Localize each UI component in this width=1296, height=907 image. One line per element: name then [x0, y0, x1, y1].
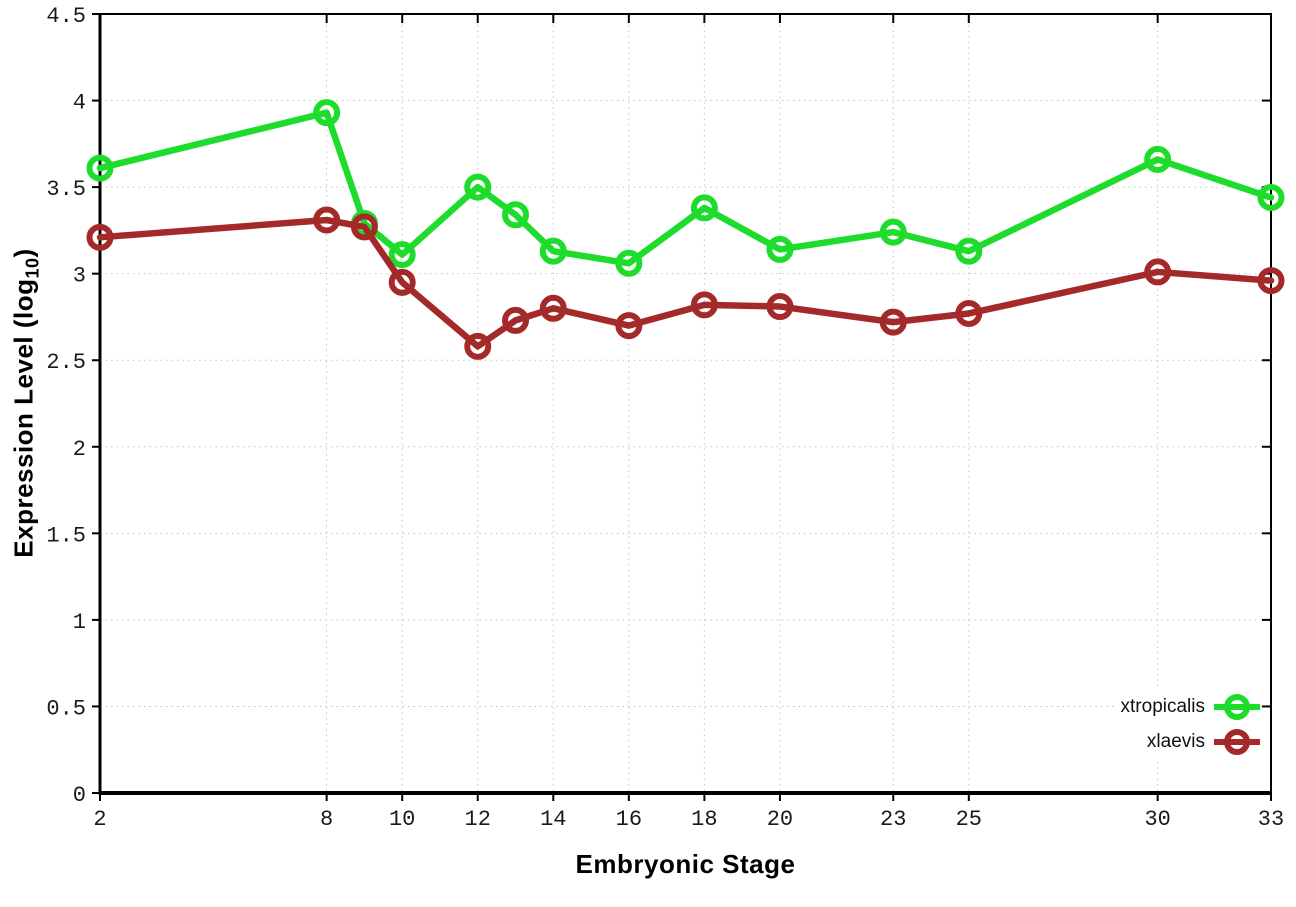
x-tick-label: 8 — [320, 807, 333, 832]
data-point-xlaevis-stage-13 — [502, 306, 530, 334]
data-point-xtropicalis-stage-18 — [690, 194, 718, 222]
x-tick-label: 30 — [1144, 807, 1170, 832]
data-point-xtropicalis-stage-2 — [86, 154, 114, 182]
legend: xtropicalis xlaevis — [1114, 689, 1260, 759]
data-point-xlaevis-stage-10 — [388, 268, 416, 296]
x-axis-title: Embryonic Stage — [575, 849, 796, 879]
x-tick-label: 14 — [540, 807, 566, 832]
data-point-xlaevis-stage-33 — [1257, 267, 1285, 295]
y-tick-label: 2.5 — [46, 350, 86, 375]
y-tick-label: 4.5 — [46, 4, 86, 29]
y-tick-label: 3 — [73, 264, 86, 289]
data-point-xlaevis-stage-30 — [1144, 258, 1172, 286]
data-point-xtropicalis-stage-13 — [502, 201, 530, 229]
data-point-xlaevis-stage-23 — [879, 308, 907, 336]
legend-sample-circle — [1224, 728, 1250, 755]
data-point-xlaevis-stage-18 — [690, 291, 718, 319]
series-line-xtropicalis — [96, 109, 1275, 267]
data-point-xtropicalis-stage-10 — [388, 241, 416, 269]
legend-entry-xlaevis: xlaevis — [1147, 724, 1260, 759]
data-point-xtropicalis-stage-23 — [879, 218, 907, 246]
x-tick-label: 10 — [389, 807, 415, 832]
data-point-xlaevis-stage-8 — [313, 206, 341, 234]
y-axis-title-text: Expression Level (log — [8, 278, 39, 558]
x-tick-label: 16 — [616, 807, 642, 832]
legend-line-marker-icon — [1214, 693, 1260, 720]
y-tick-label: 0.5 — [46, 696, 86, 721]
legend-line-marker-icon — [1214, 728, 1260, 755]
series-line-xlaevis — [96, 216, 1275, 350]
data-point-xlaevis-stage-12 — [464, 332, 492, 360]
y-tick-label: 4 — [73, 91, 86, 116]
x-tick-label: 25 — [956, 807, 982, 832]
legend-label-xtropicalis: xtropicalis — [1120, 695, 1205, 717]
data-point-xtropicalis-stage-12 — [464, 173, 492, 201]
data-point-xtropicalis-stage-25 — [955, 237, 983, 265]
data-point-xlaevis-stage-16 — [615, 312, 643, 340]
x-tick-label: 18 — [691, 807, 717, 832]
x-tick-label: 2 — [93, 807, 106, 832]
y-axis-title: Expression Level (log10) — [8, 248, 43, 557]
y-tick-label: 0 — [73, 783, 86, 808]
data-point-xlaevis-stage-14 — [539, 294, 567, 322]
x-tick-label: 33 — [1258, 807, 1284, 832]
legend-sample-circle — [1224, 693, 1250, 720]
y-axis-title-close: ) — [8, 248, 39, 258]
data-point-xtropicalis-stage-16 — [615, 249, 643, 277]
data-point-xlaevis-stage-25 — [955, 299, 983, 327]
data-point-xtropicalis-stage-33 — [1257, 183, 1285, 211]
legend-entry-xtropicalis: xtropicalis — [1121, 689, 1260, 724]
y-tick-label: 3.5 — [46, 177, 86, 202]
data-point-xtropicalis-stage-8 — [313, 99, 341, 127]
x-tick-label: 12 — [465, 807, 491, 832]
data-point-xlaevis-stage-2 — [86, 223, 114, 251]
legend-label-xlaevis: xlaevis — [1146, 730, 1205, 752]
x-tick-label: 23 — [880, 807, 906, 832]
data-point-xtropicalis-stage-14 — [539, 237, 567, 265]
x-tick-label: 20 — [767, 807, 793, 832]
y-tick-label: 1 — [73, 610, 86, 635]
data-point-xlaevis-stage-9 — [350, 213, 378, 241]
data-point-xtropicalis-stage-30 — [1144, 145, 1172, 173]
data-point-xlaevis-stage-20 — [766, 293, 794, 321]
y-axis-title-subscript: 10 — [22, 257, 43, 279]
y-tick-label: 2 — [73, 437, 86, 462]
data-point-xtropicalis-stage-20 — [766, 235, 794, 263]
y-tick-label: 1.5 — [46, 523, 86, 548]
